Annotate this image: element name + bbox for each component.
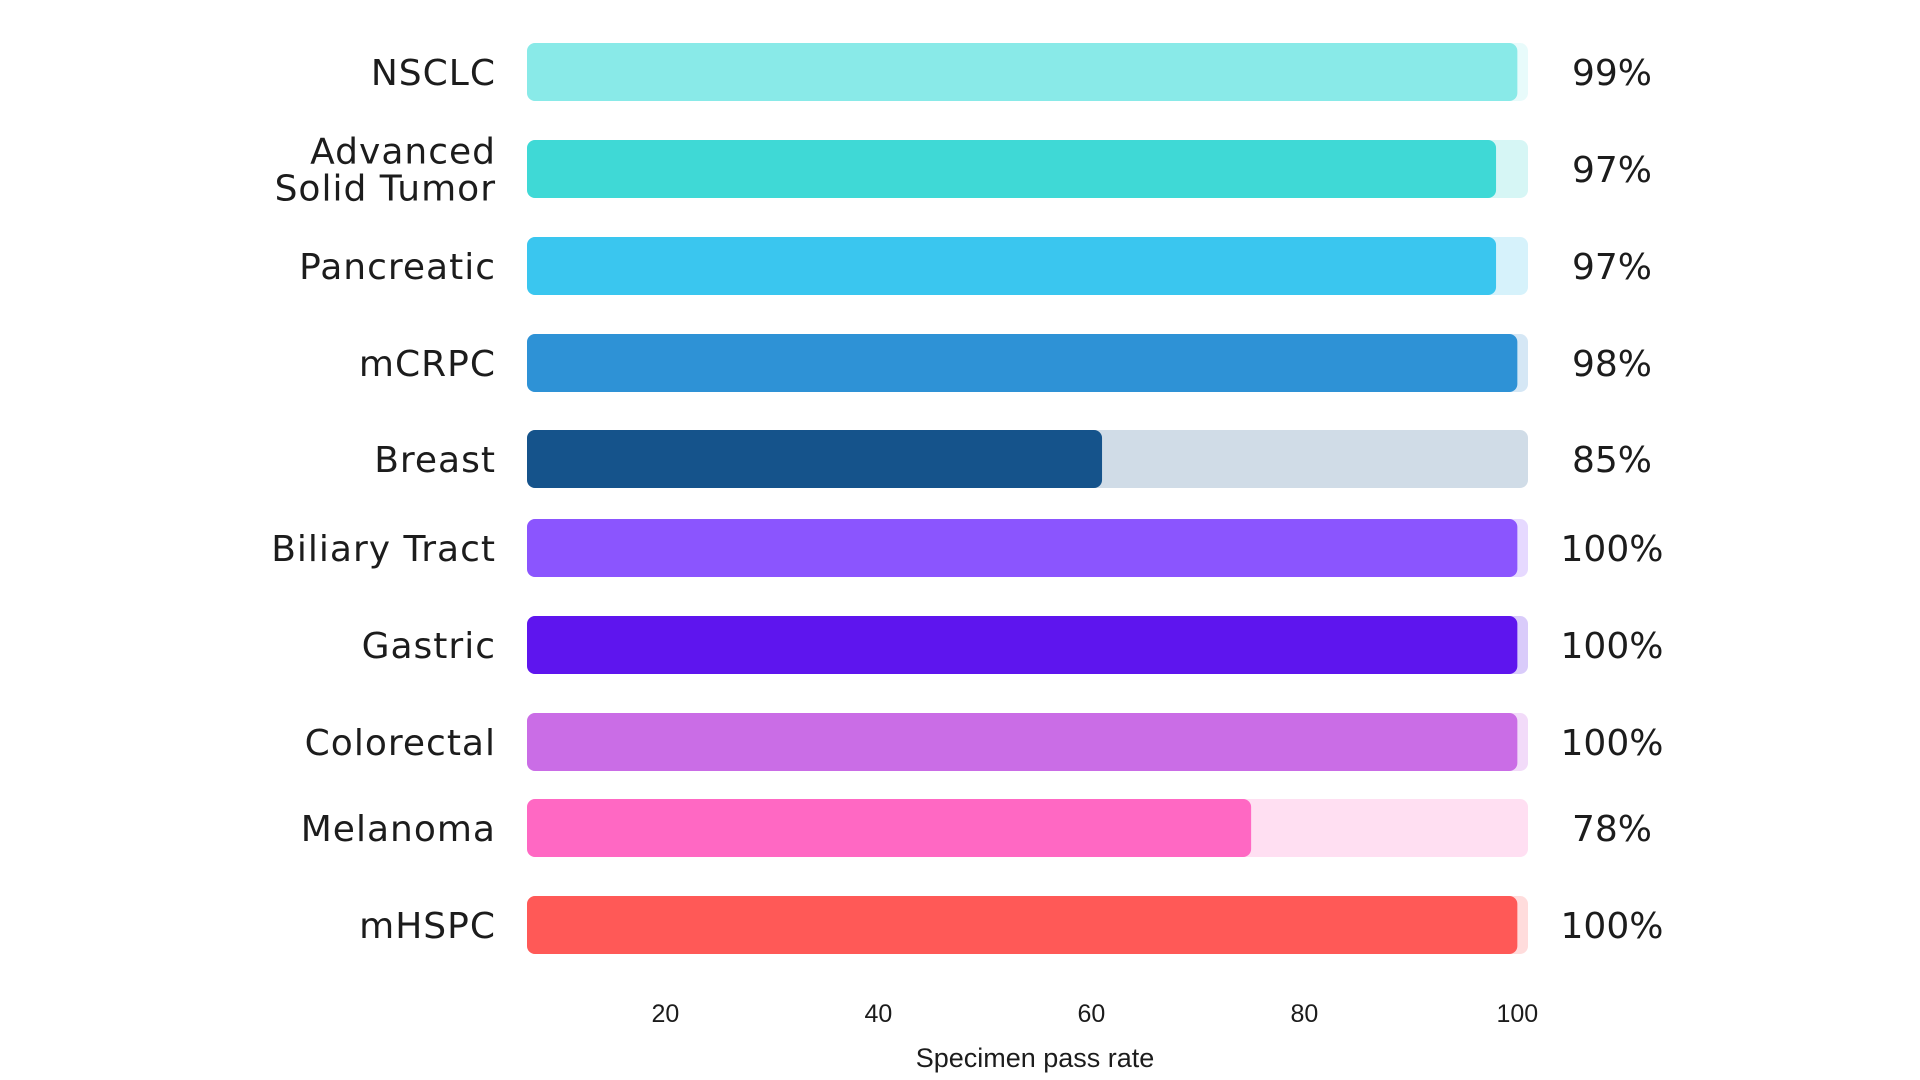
category-label: Gastric xyxy=(362,626,496,667)
value-label: 98% xyxy=(1572,344,1652,385)
value-label: 97% xyxy=(1572,247,1652,288)
bar xyxy=(527,237,1497,295)
x-tick-label: 100 xyxy=(1496,1000,1538,1028)
bar xyxy=(527,43,1518,101)
value-labels: 99% 97% 97% 98% 85% 100% 100% 100% 78% 100% xyxy=(1561,53,1664,947)
value-label: 78% xyxy=(1572,809,1652,850)
value-label: 100% xyxy=(1561,723,1664,764)
category-label: Breast xyxy=(374,440,496,481)
bar xyxy=(527,519,1518,577)
x-axis: 20 40 60 80 100 Specimen pass rate xyxy=(652,1000,1539,1073)
x-tick-labels: 20 40 60 80 100 xyxy=(652,1000,1539,1028)
x-tick-label: 60 xyxy=(1077,1000,1105,1028)
bar xyxy=(527,334,1518,392)
category-label: mCRPC xyxy=(359,344,496,385)
category-label: Colorectal xyxy=(305,723,496,764)
category-labels: NSCLC Advanced Solid Tumor Pancreatic mCRPC B… xyxy=(271,53,496,947)
bar xyxy=(527,430,1103,488)
category-label: Pancreatic xyxy=(299,247,496,288)
value-label: 100% xyxy=(1561,626,1664,667)
bar xyxy=(527,713,1518,771)
category-label: Melanoma xyxy=(301,809,496,850)
value-label: 99% xyxy=(1572,53,1652,94)
x-axis-title: Specimen pass rate xyxy=(916,1043,1155,1073)
category-label: mHSPC xyxy=(359,906,496,947)
category-label: Biliary Tract xyxy=(271,529,496,570)
value-label: 85% xyxy=(1572,440,1652,481)
x-tick-label: 40 xyxy=(865,1000,893,1028)
category-label: NSCLC xyxy=(371,53,496,94)
value-label: 100% xyxy=(1561,529,1664,570)
x-tick-label: 80 xyxy=(1290,1000,1318,1028)
value-label: 97% xyxy=(1572,150,1652,191)
x-tick-label: 20 xyxy=(652,1000,680,1028)
bar xyxy=(527,896,1518,954)
bars xyxy=(527,43,1518,954)
value-label: 100% xyxy=(1561,906,1664,947)
bar xyxy=(527,140,1497,198)
category-label: Advanced Solid Tumor xyxy=(275,132,496,210)
bar xyxy=(527,799,1252,857)
bar xyxy=(527,616,1518,674)
